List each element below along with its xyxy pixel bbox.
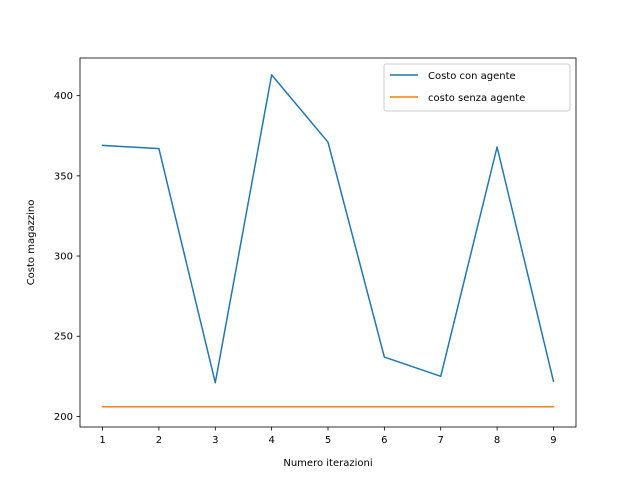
y-tick-label: 200 xyxy=(54,412,73,423)
x-tick-label: 1 xyxy=(99,435,105,446)
legend: Costo con agente costo senza agente xyxy=(383,63,571,112)
x-tick-label: 3 xyxy=(212,435,218,446)
y-tick-label: 350 xyxy=(54,171,73,182)
x-axis-label: Numero iterazioni xyxy=(283,458,372,469)
legend-label: costo senza agente xyxy=(428,93,525,104)
legend-label: Costo con agente xyxy=(428,71,516,82)
y-tick-label: 400 xyxy=(54,91,73,102)
y-tick-label: 250 xyxy=(54,332,73,343)
x-tick-label: 8 xyxy=(494,435,500,446)
x-tick-label: 2 xyxy=(156,435,162,446)
y-axis: 200 250 300 350 400 xyxy=(54,91,80,423)
x-tick-label: 4 xyxy=(268,435,274,446)
y-axis-label: Costo magazzino xyxy=(26,200,37,286)
x-tick-label: 9 xyxy=(550,435,556,446)
series-layer xyxy=(101,74,555,408)
legend-box xyxy=(383,63,571,112)
x-tick-label: 6 xyxy=(381,435,387,446)
x-axis: 1 2 3 4 5 6 7 8 9 xyxy=(99,427,557,446)
y-tick-label: 300 xyxy=(54,252,73,263)
x-tick-label: 5 xyxy=(325,435,331,446)
series-line-1 xyxy=(101,74,555,384)
x-tick-label: 7 xyxy=(438,435,444,446)
